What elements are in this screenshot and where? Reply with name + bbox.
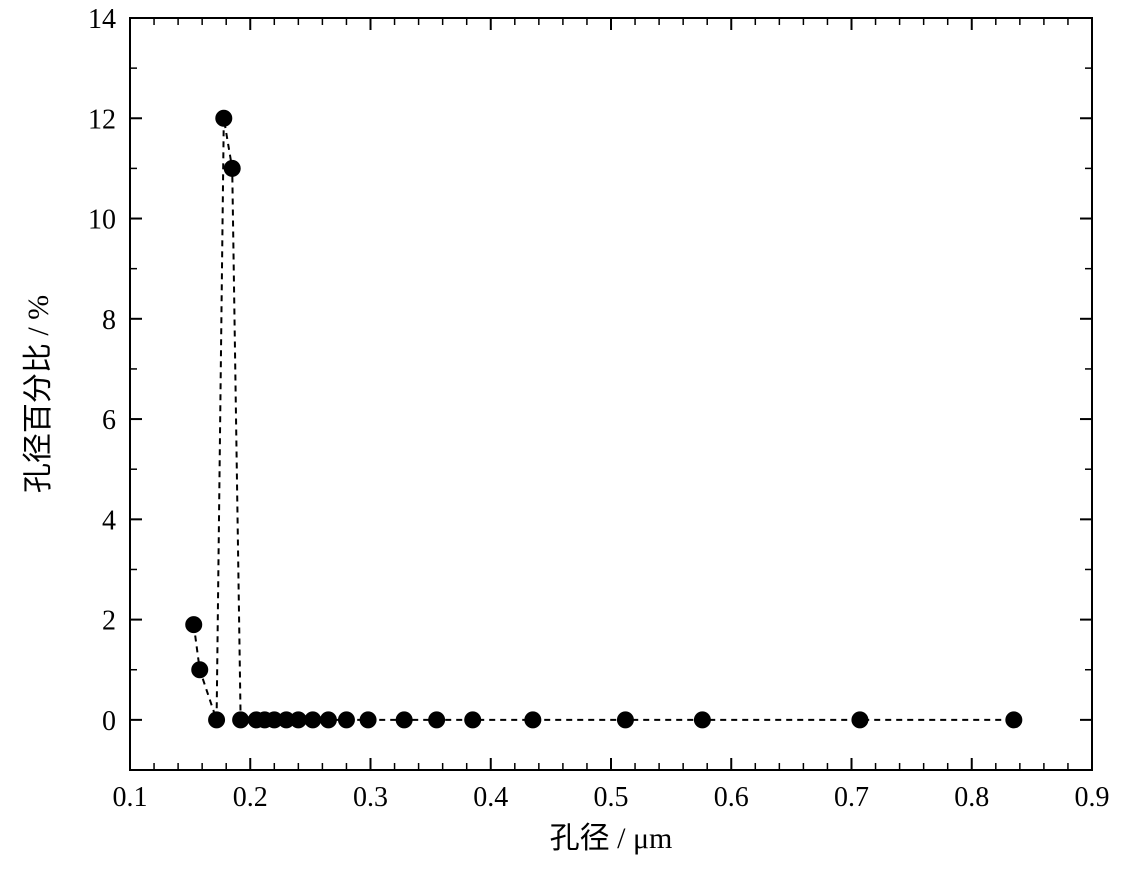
y-tick-label: 2 [102,606,116,637]
x-axis-title: 孔径 / μm [550,822,673,855]
data-marker [465,712,481,728]
y-tick-label: 10 [88,205,116,236]
y-tick-label: 14 [88,4,116,35]
y-tick-label: 4 [102,505,116,536]
x-tick-label: 0.4 [473,782,508,813]
data-marker [1006,712,1022,728]
data-marker [360,712,376,728]
data-marker [852,712,868,728]
x-tick-label: 0.3 [353,782,388,813]
data-marker [233,712,249,728]
data-marker [186,617,202,633]
plot-box [130,18,1092,770]
data-marker [320,712,336,728]
x-tick-label: 0.7 [834,782,869,813]
data-marker [192,662,208,678]
data-marker [396,712,412,728]
y-tick-label: 6 [102,405,116,436]
data-marker [694,712,710,728]
x-tick-label: 0.5 [594,782,629,813]
x-tick-label: 0.1 [113,782,148,813]
y-tick-label: 12 [88,104,116,135]
data-marker [305,712,321,728]
data-marker [290,712,306,728]
pore-size-distribution-chart: 0.1 0.2 0.3 0.4 0.5 0.6 0.7 0.8 0.9 0 2 4 6 8 10 12 14 孔径… [0,0,1142,879]
y-axis-title: 孔径百分比 / % [22,295,55,493]
data-marker [617,712,633,728]
data-marker [429,712,445,728]
data-line [194,118,1014,720]
data-marker [338,712,354,728]
data-marker [209,712,225,728]
x-tick-label: 0.8 [954,782,989,813]
x-tick-label: 0.9 [1075,782,1110,813]
data-marker [216,110,232,126]
data-marker [224,160,240,176]
data-marker [525,712,541,728]
x-tick-label: 0.2 [233,782,268,813]
x-tick-label: 0.6 [714,782,749,813]
y-tick-label: 8 [102,305,116,336]
y-tick-label: 0 [102,706,116,737]
chart-container: 0.1 0.2 0.3 0.4 0.5 0.6 0.7 0.8 0.9 0 2 4 6 8 10 12 14 孔径… [0,0,1142,879]
